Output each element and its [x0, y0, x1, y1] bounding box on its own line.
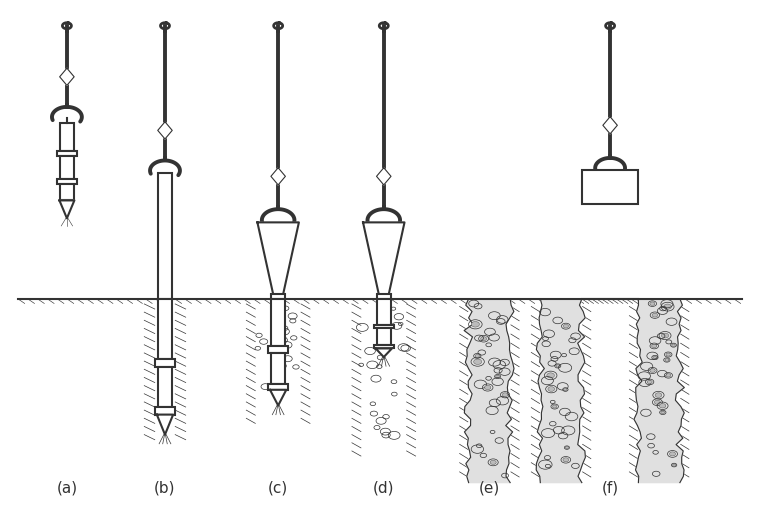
Circle shape	[475, 354, 480, 358]
Text: (a): (a)	[56, 480, 78, 495]
Polygon shape	[270, 390, 287, 406]
Bar	[158, 367, 172, 408]
Polygon shape	[59, 200, 74, 218]
Circle shape	[673, 464, 676, 466]
Circle shape	[650, 368, 655, 373]
Bar	[377, 328, 391, 345]
Circle shape	[564, 389, 567, 391]
Polygon shape	[363, 222, 404, 296]
Bar	[374, 345, 394, 348]
Circle shape	[665, 359, 669, 361]
Bar	[268, 384, 288, 390]
Bar	[158, 173, 172, 299]
Polygon shape	[158, 122, 173, 139]
Circle shape	[496, 375, 499, 378]
Circle shape	[502, 393, 508, 397]
Circle shape	[652, 313, 657, 317]
Bar	[271, 299, 285, 346]
Circle shape	[655, 393, 662, 397]
Bar	[60, 123, 74, 151]
Polygon shape	[157, 414, 173, 434]
Circle shape	[563, 458, 568, 462]
Text: (d): (d)	[373, 480, 394, 495]
Circle shape	[666, 353, 670, 356]
Bar	[57, 179, 77, 184]
Circle shape	[547, 373, 555, 378]
Circle shape	[659, 404, 666, 408]
Circle shape	[666, 374, 671, 377]
Polygon shape	[634, 299, 684, 482]
Polygon shape	[375, 348, 392, 357]
Text: (e): (e)	[479, 480, 500, 495]
Bar	[377, 299, 391, 325]
Circle shape	[661, 411, 665, 414]
Polygon shape	[258, 222, 299, 296]
Bar	[268, 346, 288, 353]
Polygon shape	[60, 68, 74, 85]
Bar	[582, 170, 638, 204]
Circle shape	[565, 446, 568, 448]
Circle shape	[485, 385, 491, 390]
Bar	[374, 325, 394, 328]
Polygon shape	[376, 168, 391, 185]
Bar	[155, 359, 175, 367]
Polygon shape	[464, 299, 514, 482]
Circle shape	[650, 302, 655, 305]
Bar	[57, 151, 77, 156]
Circle shape	[480, 336, 486, 341]
Bar	[158, 299, 172, 359]
Bar	[377, 294, 391, 299]
Circle shape	[654, 400, 660, 404]
Circle shape	[556, 365, 559, 367]
Bar	[155, 408, 175, 414]
Circle shape	[473, 359, 482, 364]
Circle shape	[563, 325, 568, 328]
Text: (c): (c)	[268, 480, 288, 495]
Text: (b): (b)	[154, 480, 176, 495]
Circle shape	[670, 452, 676, 456]
Circle shape	[672, 344, 676, 346]
Circle shape	[661, 333, 669, 338]
Circle shape	[647, 380, 652, 383]
Bar	[271, 294, 285, 299]
Bar	[271, 353, 285, 384]
Circle shape	[653, 356, 657, 359]
Bar	[60, 156, 74, 179]
Polygon shape	[271, 168, 286, 185]
Polygon shape	[537, 299, 585, 482]
Bar	[60, 184, 74, 200]
Circle shape	[471, 321, 480, 327]
Text: (f): (f)	[602, 480, 619, 495]
Circle shape	[548, 387, 555, 391]
Circle shape	[651, 344, 657, 348]
Circle shape	[663, 304, 672, 309]
Circle shape	[490, 460, 496, 464]
Polygon shape	[603, 117, 617, 134]
Circle shape	[553, 405, 557, 408]
